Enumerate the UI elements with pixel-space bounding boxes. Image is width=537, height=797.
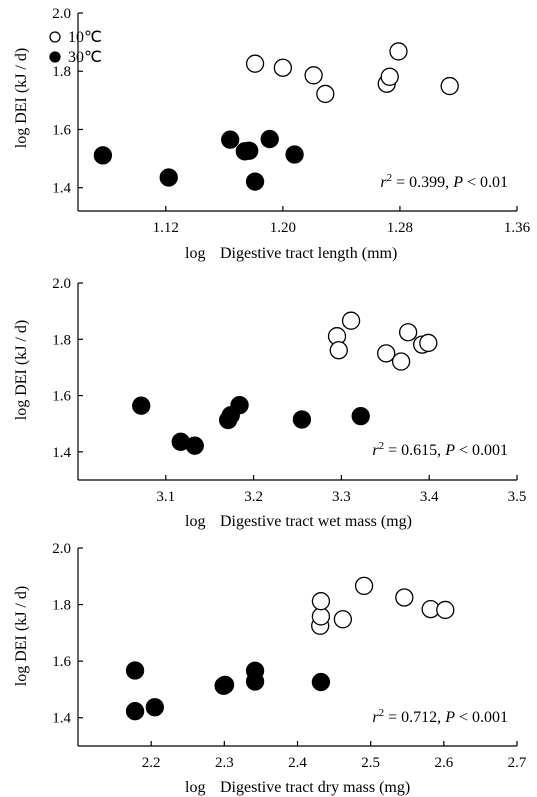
panel-dry-mass-point-30c-1 <box>125 702 145 721</box>
panel-wet-mass-ytick-label-2: 1.8 <box>52 332 71 348</box>
panel-length-point-10c-1 <box>273 58 293 77</box>
panel-dry-mass-ytick-label-3: 2.0 <box>52 541 71 557</box>
panel-length-point-10c-0 <box>245 54 265 73</box>
panel-dry-mass-point-30c-6 <box>245 672 265 691</box>
panel-length-point-30c-4 <box>240 141 259 160</box>
panel-wet-mass-point-30c-2 <box>185 436 204 455</box>
panel-wet-mass-point-30c-6 <box>292 410 312 429</box>
panel-length-point-10c-7 <box>440 76 459 96</box>
panel-length-point-30c-0 <box>93 146 113 165</box>
panel-dry-mass-xtick-label-1: 2.3 <box>215 755 234 771</box>
panel-length-point-30c-6 <box>260 129 279 149</box>
panel-dry-mass-xlabel-prefix: log <box>185 779 205 796</box>
panel-wet-mass: log DEI (kJ / d) log Digestive tract wet… <box>13 276 526 530</box>
panel-wet-mass-xtick-label-3: 3.4 <box>420 489 439 505</box>
panel-length-xlabel-prefix: log <box>185 245 205 262</box>
panel-length-xlabel: Digestive tract length (mm) <box>220 245 397 262</box>
panel-wet-mass-point-30c-0 <box>132 396 151 415</box>
panel-dry-mass-point-10c-1 <box>311 607 331 626</box>
panel-wet-mass-xtick-label-2: 3.3 <box>332 489 351 505</box>
panel-length: log DEI (kJ / d) log Digestive tract len… <box>13 6 531 262</box>
panel-wet-mass-ylabel: log DEI (kJ / d) <box>13 320 30 420</box>
panel-wet-mass-xtick-label-0: 3.1 <box>156 489 175 505</box>
panel-length-point-30c-5 <box>245 172 265 191</box>
panel-wet-mass-point-30c-7 <box>351 406 370 426</box>
panel-dry-mass: log DEI (kJ / d) log Digestive tract dry… <box>13 541 527 796</box>
panel-dry-mass-point-30c-0 <box>125 661 145 680</box>
panel-length-ytick-label-2: 1.8 <box>52 64 71 80</box>
panel-wet-mass-stats-annotation: r2 = 0.615, P < 0.001 <box>372 440 508 459</box>
panel-wet-mass-ytick-label-3: 2.0 <box>52 276 71 292</box>
panel-dry-mass-xtick-label-0: 2.2 <box>142 755 161 771</box>
panel-length-point-10c-2 <box>304 66 323 85</box>
panel-wet-mass-xlabel: Digestive tract wet mass (mg) <box>220 513 412 530</box>
panel-length-stats-annotation: r2 = 0.399, P < 0.01 <box>380 172 508 191</box>
panel-wet-mass-point-30c-5 <box>230 395 249 415</box>
panel-dry-mass-point-10c-3 <box>333 610 353 629</box>
panel-dry-mass-point-30c-7 <box>311 672 331 692</box>
legend-marker-open-icon <box>49 31 61 43</box>
panel-length-point-30c-1 <box>159 168 178 187</box>
panel-wet-mass-xtick-label-1: 3.2 <box>244 489 263 505</box>
panel-dry-mass-xtick-label-5: 2.7 <box>508 755 527 771</box>
panel-length-xtick-label-3: 1.36 <box>504 220 531 236</box>
panel-wet-mass-point-10c-3 <box>377 344 396 363</box>
panel-length-ytick-label-0: 1.4 <box>52 181 71 197</box>
panel-length-point-10c-5 <box>380 67 399 86</box>
legend: 10℃ 30℃ <box>49 29 102 66</box>
panel-wet-mass-point-10c-4 <box>391 352 411 371</box>
panel-dry-mass-point-10c-5 <box>395 588 414 607</box>
panel-dry-mass-point-30c-4 <box>215 675 235 695</box>
panel-length-xtick-label-2: 1.28 <box>387 220 413 236</box>
panel-dry-mass-ytick-label-0: 1.4 <box>52 711 71 727</box>
panel-length-ytick-label-1: 1.6 <box>52 122 71 138</box>
panel-dry-mass-ylabel: log DEI (kJ / d) <box>13 586 30 686</box>
panel-length-point-10c-6 <box>389 42 408 61</box>
panel-length-point-30c-2 <box>221 130 240 149</box>
panel-wet-mass-xtick-label-4: 3.5 <box>508 489 527 505</box>
panel-wet-mass-xlabel-prefix: log <box>185 513 205 530</box>
panel-length-point-10c-3 <box>316 84 335 104</box>
panel-dry-mass-point-10c-7 <box>436 600 455 620</box>
legend-label-10c: 10℃ <box>68 29 102 46</box>
panel-wet-mass-ytick-label-1: 1.6 <box>52 389 71 405</box>
panel-wet-mass-ytick-label-0: 1.4 <box>52 445 71 461</box>
panel-length-ylabel: log DEI (kJ / d) <box>13 48 30 148</box>
panel-wet-mass-point-10c-2 <box>341 311 361 330</box>
legend-label-30c: 30℃ <box>68 49 102 66</box>
panel-dry-mass-xlabel: Digestive tract dry mass (mg) <box>220 779 410 796</box>
panel-dry-mass-point-10c-2 <box>311 592 331 611</box>
panel-dry-mass-xtick-label-3: 2.5 <box>361 755 380 771</box>
panel-dry-mass-xtick-label-2: 2.4 <box>288 755 307 771</box>
panel-wet-mass-point-10c-5 <box>398 323 418 342</box>
legend-marker-filled-icon <box>49 51 61 63</box>
panel-length-point-30c-7 <box>285 145 304 164</box>
panel-dry-mass-ytick-label-2: 1.8 <box>52 598 71 614</box>
panel-wet-mass-point-10c-7 <box>419 333 438 353</box>
panel-dry-mass-ytick-label-1: 1.6 <box>52 654 71 670</box>
panel-length-xtick-label-1: 1.20 <box>270 220 296 236</box>
panel-dry-mass-point-30c-2 <box>145 698 164 717</box>
panel-wet-mass-point-10c-1 <box>329 341 348 360</box>
panel-length-ytick-label-3: 2.0 <box>52 6 71 22</box>
panel-length-xtick-label-0: 1.12 <box>153 220 179 236</box>
panel-dry-mass-xtick-label-4: 2.6 <box>434 755 453 771</box>
panel-dry-mass-point-10c-4 <box>354 576 374 596</box>
panel-dry-mass-stats-annotation: r2 = 0.712, P < 0.001 <box>372 707 508 726</box>
